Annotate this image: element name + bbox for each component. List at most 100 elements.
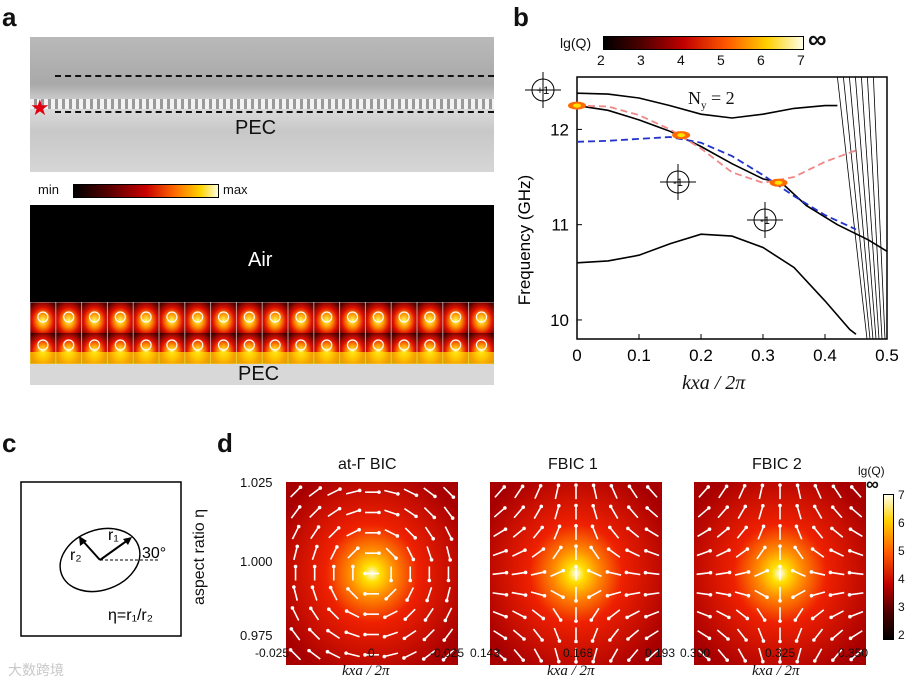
arrow-head-icon: [344, 630, 349, 635]
b-ylabel: Frequency (GHz): [515, 175, 534, 305]
arrow-head-icon: [574, 639, 578, 644]
r1-arrowhead-icon: [123, 537, 132, 545]
polarization-arrow: [813, 628, 824, 641]
bic-core: [573, 103, 581, 108]
arrow-head-icon: [363, 571, 367, 576]
arrow-head-icon: [523, 615, 527, 620]
arrow-head-icon: [778, 660, 782, 664]
arrow-head-icon: [591, 483, 596, 488]
arrow-head-icon: [727, 548, 731, 552]
arrow-head-icon: [425, 598, 429, 603]
x-tick-label: 0.3: [751, 346, 775, 365]
arrow-head-icon: [605, 570, 610, 574]
arrow-head-icon: [574, 619, 578, 623]
polarization-arrow: [831, 527, 844, 538]
arrow-head-icon: [433, 494, 437, 499]
arrow-head-icon: [743, 659, 748, 663]
arrow-head-icon: [794, 639, 799, 643]
r1-arrow: [99, 539, 129, 561]
polarization-arrow: [328, 608, 340, 620]
polarization-arrow: [423, 628, 435, 641]
light-cone-hatch: [843, 76, 871, 340]
polarization-arrow: [645, 571, 660, 576]
air-label: Air: [248, 249, 273, 271]
r2-arrow: [81, 539, 101, 561]
polarization-arrow: [423, 649, 436, 660]
arrow-head-icon: [847, 592, 852, 597]
arrow-head-icon: [644, 527, 649, 531]
arrow-head-icon: [558, 618, 563, 622]
polarization-arrow: [645, 592, 660, 596]
arrow-head-icon: [504, 570, 509, 575]
arrow-head-icon: [765, 595, 769, 600]
polarization-arrow: [591, 627, 599, 642]
b-cbar-tick: 7: [797, 52, 805, 68]
polarization-arrow: [443, 628, 454, 641]
polarization-arrow: [531, 548, 544, 558]
d-xtick: 0.300: [680, 646, 711, 660]
polarization-arrow: [426, 586, 433, 601]
arrow-head-icon: [848, 614, 852, 619]
polarization-arrow: [849, 592, 864, 596]
band-band-low: [576, 233, 857, 335]
arrow-head-icon: [574, 564, 578, 569]
dashed-line-bottom: [55, 111, 494, 113]
polarization-arrow: [758, 505, 764, 520]
arrow-head-icon: [778, 564, 782, 569]
arrow-head-icon: [522, 637, 526, 641]
arrow-head-icon: [848, 548, 852, 553]
arrow-head-icon: [504, 592, 509, 597]
polarization-arrow: [310, 607, 320, 621]
arrow-head-icon: [706, 657, 711, 662]
eta-equation: η=r₁/r₂: [108, 607, 153, 624]
polarization-arrow: [717, 648, 728, 661]
arrow-head-icon: [289, 627, 294, 631]
arrow-head-icon: [556, 659, 561, 664]
r2-label: r₂: [70, 547, 82, 564]
ny-sub: y: [701, 99, 707, 112]
polarization-arrow: [796, 485, 802, 500]
polarization-arrow: [309, 506, 321, 519]
d-xtick: 0.350: [838, 646, 869, 660]
arrow-head-icon: [793, 618, 798, 622]
x-tick-label: 0.5: [875, 346, 899, 365]
arrow-head-icon: [761, 503, 765, 508]
arrow-head-icon: [762, 618, 767, 622]
arrow-head-icon: [848, 636, 853, 641]
polarization-arrow: [645, 610, 660, 618]
field-map: Air PEC: [30, 205, 494, 385]
polarization-arrow: [384, 489, 399, 495]
polarization-arrow: [626, 549, 640, 557]
arrow-head-icon: [586, 568, 591, 573]
arrow-head-icon: [421, 657, 426, 661]
polarization-arrow: [851, 486, 862, 498]
bic-core: [774, 180, 783, 185]
arrow-head-icon: [327, 607, 331, 612]
polarization-arrow: [645, 550, 660, 557]
polarization-arrow: [309, 628, 321, 641]
arrow-head-icon: [442, 638, 447, 642]
polarization-arrow: [850, 507, 863, 518]
polarization-arrow: [384, 509, 399, 516]
arrow-head-icon: [727, 615, 731, 620]
polarization-arrow: [590, 546, 600, 560]
vortex-charge-icon: +1: [525, 72, 561, 108]
arrow-head-icon: [849, 485, 854, 489]
polarization-arrow: [794, 546, 804, 560]
arrow-head-icon: [307, 648, 311, 653]
arrow-head-icon: [402, 656, 406, 660]
polarization-arrow: [327, 488, 341, 497]
vortex-map-group: [286, 482, 866, 665]
ny-label: Ny = 2: [688, 88, 735, 112]
polarization-arrow: [814, 485, 822, 499]
unit-cell-box: [20, 481, 182, 637]
light-cone-hatch: [873, 76, 886, 340]
arrow-head-icon: [791, 595, 795, 600]
polarization-arrow: [511, 571, 526, 576]
polarization-arrow: [385, 588, 397, 600]
band-band-top: [576, 92, 838, 119]
polarization-arrow: [513, 648, 524, 661]
polarization-arrow: [426, 546, 433, 561]
polarization-arrow: [736, 526, 747, 539]
polarization-arrow: [444, 607, 453, 621]
